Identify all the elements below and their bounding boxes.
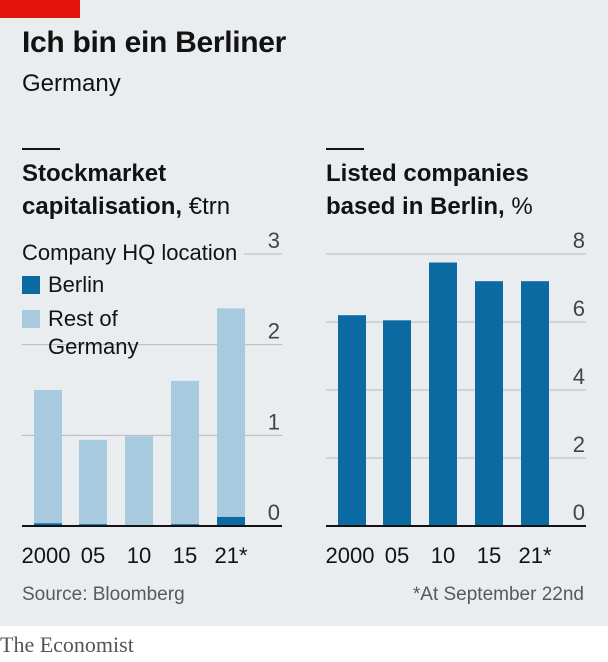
right-chart-title-unit: %	[511, 193, 533, 220]
left-y-tick-label: 3	[268, 228, 280, 253]
left-bar-rest-of-germany	[171, 380, 199, 525]
left-bar-berlin	[217, 516, 245, 526]
legend-swatch-rest-of-germany	[22, 310, 40, 328]
page-title: Ich bin ein Berliner	[22, 26, 287, 59]
left-chart-title-main: Stockmarket capitalisation,	[22, 160, 183, 220]
right-y-tick-label: 4	[573, 364, 585, 389]
left-bar-rest-of-germany	[125, 436, 153, 526]
right-x-tick-label: 2000	[326, 543, 375, 568]
left-chart: 0 1 2 3 2000 05 10 15 21* Company HQ location Berl…	[22, 228, 586, 568]
left-x-tick-label: 2000	[22, 543, 71, 568]
left-x-tick-label: 05	[81, 543, 105, 568]
right-bar	[383, 320, 411, 526]
left-bar-berlin	[34, 523, 62, 526]
right-y-tick-label: 0	[573, 500, 585, 525]
right-y-tick-label: 6	[573, 296, 585, 321]
left-chart-title-unit: €trn	[188, 193, 231, 220]
right-chart-title-main: Listed companies based in Berlin,	[326, 160, 529, 220]
right-chart-title: Listed companies based in Berlin, %	[326, 157, 566, 223]
left-x-tick-label: 15	[173, 543, 197, 568]
right-chart-rule	[326, 148, 364, 150]
left-bar-rest-of-germany	[34, 390, 62, 524]
right-bar	[429, 262, 457, 526]
right-x-tick-label: 05	[385, 543, 409, 568]
right-x-tick-label: 15	[477, 543, 501, 568]
left-y-tick-label: 0	[268, 500, 280, 525]
right-bar	[475, 281, 503, 526]
right-bar	[338, 315, 366, 526]
left-y-tick-label: 1	[268, 409, 280, 434]
brand-wordmark: The Economist	[0, 632, 134, 657]
legend-swatch-berlin	[22, 276, 40, 294]
right-bar	[521, 281, 549, 526]
chart-panel: Ich bin ein Berliner Germany Stockmarket…	[0, 0, 608, 626]
left-bar-rest-of-germany	[217, 308, 245, 517]
left-x-tick-label: 21*	[214, 543, 247, 568]
right-y-tick-label: 8	[573, 228, 585, 253]
left-y-tick-label: 2	[268, 319, 280, 344]
left-x-tick-label: 10	[127, 543, 151, 568]
footnote: *At September 22nd	[412, 584, 584, 605]
left-bar-rest-of-germany	[79, 439, 107, 525]
source-note: Source: Bloomberg	[22, 584, 185, 605]
legend-label-rest-of-germany-line1: Rest of	[48, 306, 119, 331]
right-y-tick-label: 2	[573, 432, 585, 457]
legend-label-berlin: Berlin	[48, 272, 104, 297]
brand-red-tag	[0, 0, 80, 18]
legend-title: Company HQ location	[22, 240, 237, 265]
right-x-tick-label: 10	[431, 543, 455, 568]
left-chart-rule	[22, 148, 60, 150]
page-subtitle: Germany	[22, 70, 121, 97]
right-x-tick-label: 21*	[518, 543, 551, 568]
legend-label-rest-of-germany-line2: Germany	[48, 334, 138, 359]
left-chart-title: Stockmarket capitalisation, €trn	[22, 157, 262, 223]
